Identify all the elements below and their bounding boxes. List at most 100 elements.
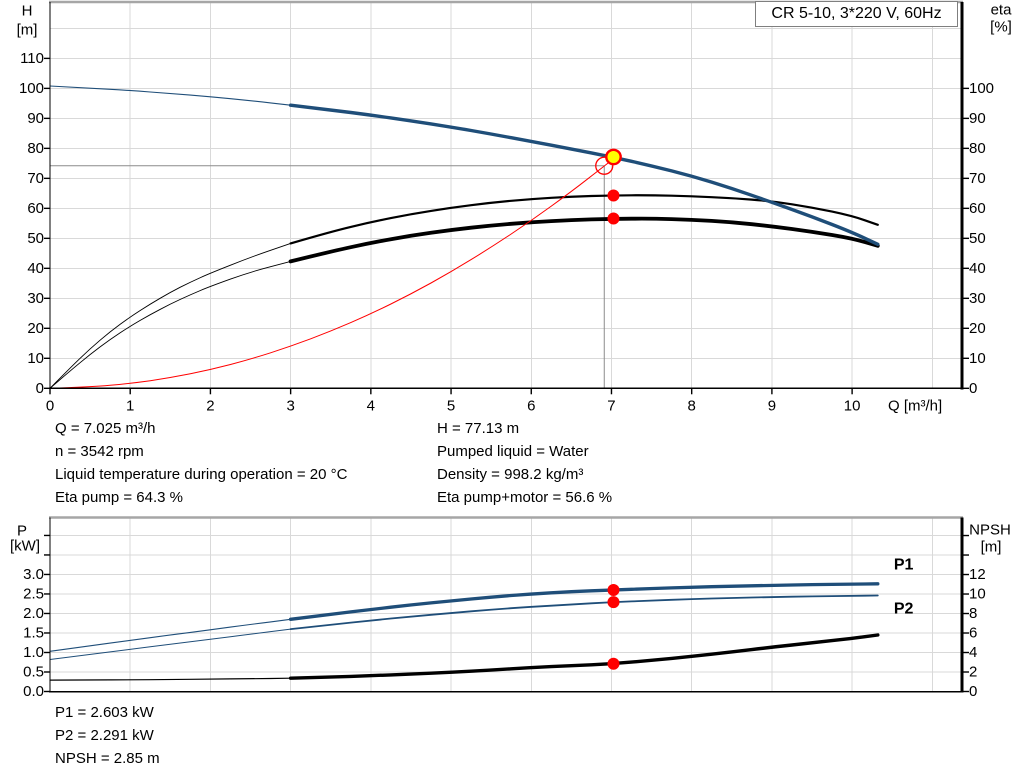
p1-curve [288,582,880,621]
gridlines [50,2,962,389]
series-label-p2: P2 [894,601,914,618]
tick-label: 10 [27,350,44,367]
p2-curve [289,594,879,630]
tick-label: 80 [27,140,44,157]
tick-label: 30 [27,290,44,307]
tick-label: 0.5 [23,663,44,680]
tick-label: 2 [206,398,214,415]
tick-label: 5 [447,398,455,415]
info-line-eta-pump-motor: Eta pump+motor = 56.6 % [437,489,613,506]
power_npsh-chart: 0.0 0.5 1.0 1.5 2.0 2.5 3.0 0 2 4 6 8 10 12 P[kW] NPSH[… [10,516,1011,700]
tick-label: 2.0 [23,605,44,622]
duty-point-marker[interactable] [605,148,622,166]
p2-point-marker [607,596,620,609]
p2-curve-thin [49,628,292,660]
tick-label: 90 [969,110,986,127]
tick-label: 2.5 [23,585,44,602]
tick-label: 6 [527,398,535,415]
curve-title-box: CR 5-10, 3*220 V, 60Hz [755,1,958,27]
eta-pump-curve-thin [49,242,292,389]
tick-label: 1.5 [23,624,44,641]
eta-pump-point-marker [607,189,620,202]
info-line-npsh: NPSH = 2.85 m [55,750,160,767]
info-line-head: H = 77.13 m [437,420,520,437]
tick-label: 1 [126,398,134,415]
curve-title: CR 5-10, 3*220 V, 60Hz [771,5,942,22]
y-left-axis-label: [kW] [10,538,40,555]
tick-label: 7 [607,398,615,415]
x-axis-label: Q [m³/h] [888,398,942,415]
y-right-axis-label: [m] [981,539,1002,556]
tick-label: 50 [969,230,986,247]
tick-label: 70 [27,170,44,187]
tick-label: 1.0 [23,644,44,661]
tick-label: 0 [46,398,54,415]
tick-label: 9 [768,398,776,415]
tick-label: 30 [969,290,986,307]
tick-label: 3.0 [23,566,44,583]
pump-curve [288,103,880,246]
tick-label: 10 [844,398,861,415]
y-right-axis-label: NPSH [969,522,1011,539]
info-line-eta-pump: Eta pump = 64.3 % [55,489,183,506]
y-right-axis-label: eta [991,2,1013,19]
tick-label: 100 [969,80,994,97]
eta-pump-curve [289,194,879,245]
tick-label: 20 [969,320,986,337]
tick-label: 40 [27,260,44,277]
tick-label: 60 [969,200,986,217]
eta-pump-motor-curve-thin [49,260,292,389]
tick-label: 100 [19,80,44,97]
y-right-axis-label: [%] [990,19,1012,36]
tick-label: 60 [27,200,44,217]
tick-label: 0 [969,380,977,397]
tick-label: 50 [27,230,44,247]
system-point-marker [595,156,614,175]
pump-curve-thin [49,85,292,106]
operating-point-info-left: Q = 7.025 m³/h n = 3542 rpm Liquid tempe… [55,417,347,509]
tick-label: 110 [20,50,44,67]
hq-chart: 0 1 2 3 4 5 6 7 8 9 100102030405060708090100110010… [17,0,1013,415]
npsh-curve-thin [49,677,292,681]
series-label-p1: P1 [894,557,914,574]
tick-label: 2 [969,664,977,681]
info-line-density: Density = 998.2 kg/m³ [437,466,584,483]
tick-label: 90 [27,110,44,127]
tick-label: 3 [286,398,294,415]
tick-label: 4 [367,398,375,415]
npsh-curve [288,633,880,680]
npsh-point-marker [607,657,620,670]
tick-label: 10 [969,350,986,367]
tick-label: 4 [969,644,977,661]
p1-curve-thin [49,618,292,652]
gridlines [50,517,962,692]
y-left-axis-label: P [17,523,27,540]
tick-label: 0 [969,683,977,700]
info-line-speed: n = 3542 rpm [55,443,144,460]
tick-label: 70 [969,170,986,187]
system-curve [49,157,616,389]
eta-pump-motor-point-marker [607,212,620,225]
tick-label: 40 [969,260,986,277]
tick-label: 0.0 [23,683,44,700]
info-line-p1: P1 = 2.603 kW [55,704,154,721]
p1-point-marker [607,583,620,596]
info-line-p2: P2 = 2.291 kW [55,727,154,744]
tick-label: 8 [969,605,977,622]
tick-label: 12 [969,566,986,583]
y-left-axis-label: H [22,3,33,20]
info-line-q: Q = 7.025 m³/h [55,420,156,437]
y-left-axis-label: [m] [17,22,38,39]
tick-label: 6 [969,625,977,642]
operating-point-info-right: H = 77.13 m Pumped liquid = Water Densit… [437,417,612,509]
tick-label: 0 [36,380,44,397]
info-line-liquid: Pumped liquid = Water [437,443,589,460]
info-line-temperature: Liquid temperature during operation = 20… [55,466,348,483]
tick-label: 80 [969,140,986,157]
power-npsh-info: P1 = 2.603 kW P2 = 2.291 kW NPSH = 2.85 … [55,701,160,770]
tick-label: 8 [688,398,696,415]
tick-label: 10 [969,586,986,603]
eta-pump-motor-curve [288,216,880,264]
